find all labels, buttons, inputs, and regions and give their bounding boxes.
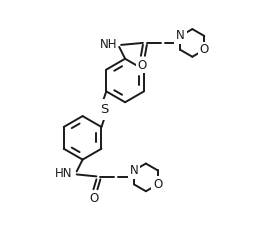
Text: N: N (176, 30, 185, 42)
Text: S: S (100, 103, 108, 116)
Text: O: O (153, 178, 163, 191)
Text: HN: HN (55, 167, 73, 180)
Text: NH: NH (100, 38, 117, 51)
Text: N: N (130, 164, 138, 177)
Text: O: O (90, 192, 99, 205)
Text: O: O (137, 59, 147, 72)
Text: O: O (200, 43, 209, 56)
